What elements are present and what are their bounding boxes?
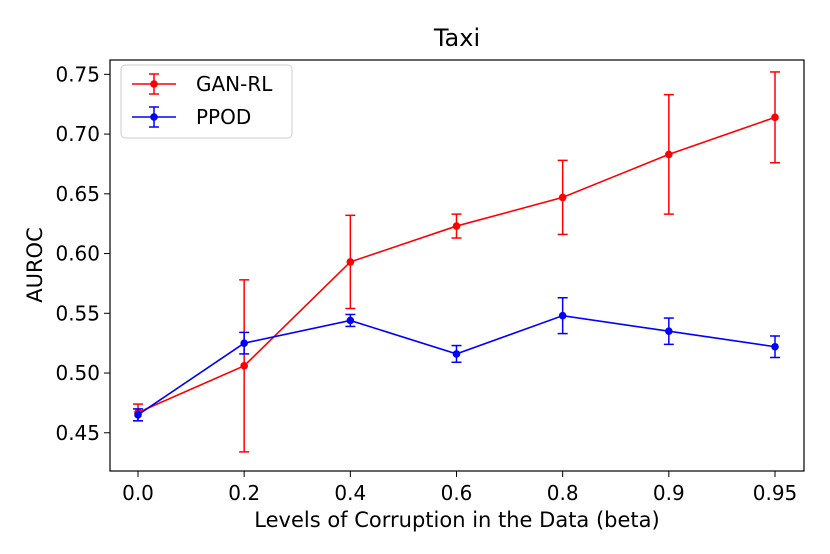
legend-item: GAN-RL	[132, 72, 273, 96]
data-point	[452, 222, 461, 230]
legend-marker	[150, 113, 158, 121]
y-axis-label: AUROC	[23, 227, 47, 303]
data-point	[240, 362, 248, 370]
y-tick-label: 0.55	[55, 301, 100, 325]
y-tick-label: 0.45	[55, 421, 100, 445]
y-tick-label: 0.75	[55, 62, 100, 86]
x-tick-label: 0.4	[334, 481, 366, 505]
data-point	[771, 342, 779, 351]
plot-area	[133, 71, 780, 453]
series-line-ppod	[137, 314, 776, 416]
y-tick-label: 0.50	[55, 361, 100, 385]
legend: GAN-RL PPOD	[120, 64, 293, 139]
data-point	[558, 311, 567, 320]
legend-label: PPOD	[196, 105, 251, 129]
legend-label: GAN-RL	[196, 72, 273, 96]
x-tick-label: 0.2	[228, 481, 260, 505]
x-tick-label: 0.0	[122, 481, 154, 505]
y-tick-label: 0.60	[55, 242, 100, 266]
data-point	[665, 327, 673, 336]
chart-title: Taxi	[433, 24, 480, 52]
data-point	[134, 411, 142, 419]
x-axis: 0.0 0.2 0.4 0.6 0.8 0.9 0.95	[122, 471, 797, 505]
data-point	[346, 316, 355, 325]
legend-marker	[150, 80, 158, 88]
x-axis-label: Levels of Corruption in the Data (beta)	[254, 508, 659, 532]
x-tick-label: 0.95	[753, 481, 798, 505]
series-ppod	[133, 297, 780, 422]
x-tick-label: 0.9	[653, 481, 685, 505]
x-tick-label: 0.6	[441, 481, 473, 505]
y-tick-label: 0.65	[55, 182, 100, 206]
y-axis: 0.45 0.50 0.55 0.60 0.65 0.70 0.75	[55, 62, 110, 445]
legend-item: PPOD	[132, 105, 251, 129]
y-tick-label: 0.70	[55, 122, 100, 146]
data-point	[558, 193, 567, 202]
data-point	[665, 150, 673, 159]
data-point	[771, 113, 779, 122]
data-point	[346, 258, 355, 266]
x-tick-label: 0.8	[547, 481, 579, 505]
data-point	[452, 350, 461, 358]
data-point	[240, 339, 248, 347]
series-line-gan-rl	[137, 116, 776, 414]
